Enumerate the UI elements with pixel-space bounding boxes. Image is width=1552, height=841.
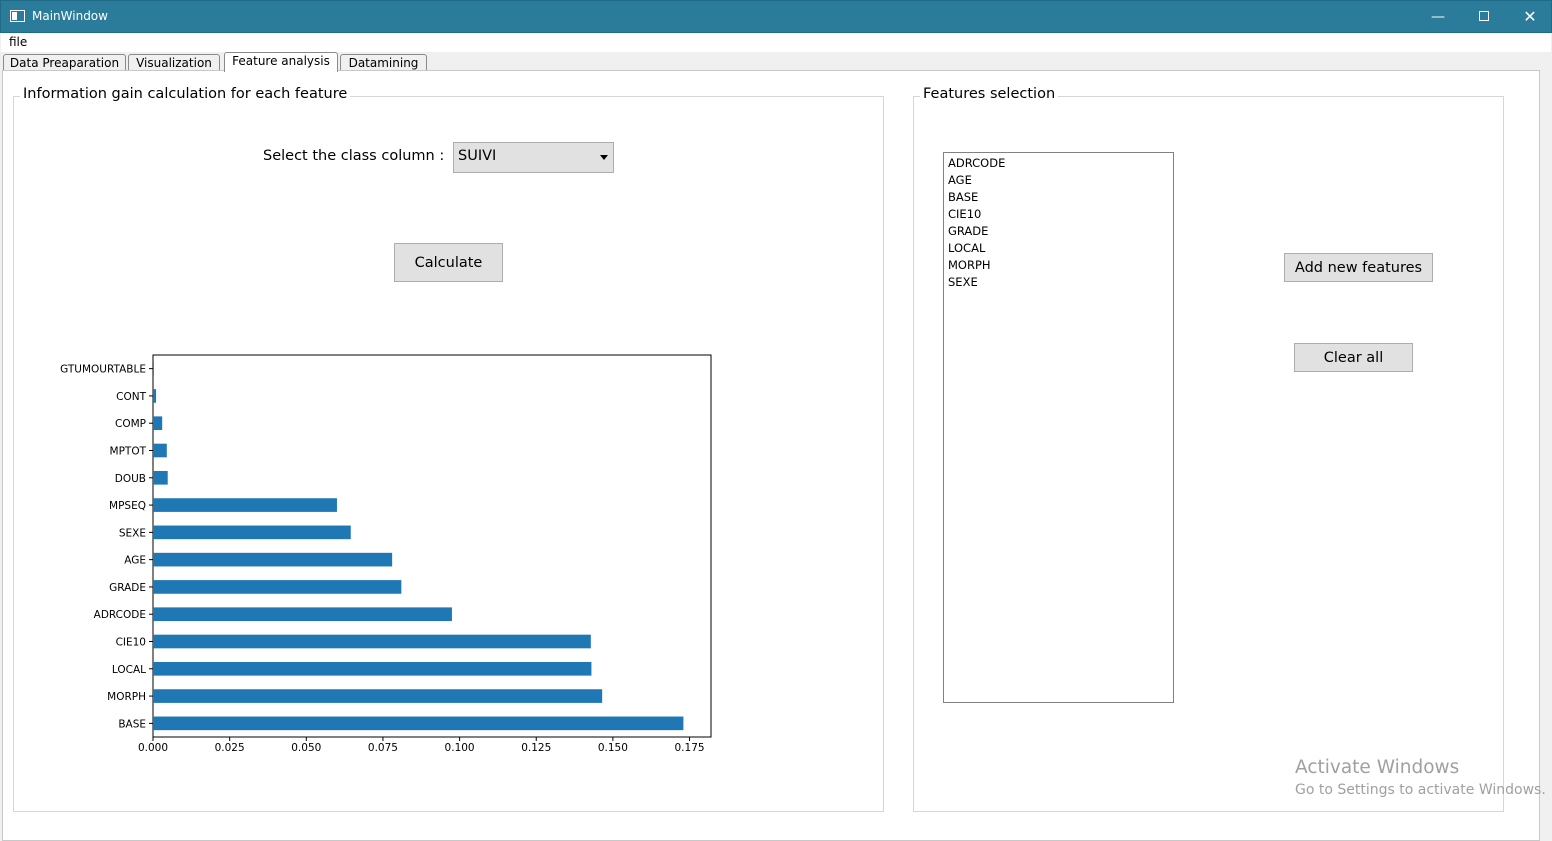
y-tick-label: CONT [116, 391, 146, 403]
maximize-icon [1479, 11, 1489, 21]
minimize-button[interactable]: — [1415, 1, 1461, 33]
features-selection-group-title: Features selection [920, 86, 1059, 102]
y-tick-label: BASE [118, 718, 146, 730]
feature-list-item[interactable]: MORPH [948, 258, 991, 272]
y-tick-label: CIE10 [116, 637, 146, 649]
feature-list-item[interactable]: ADRCODE [948, 156, 1006, 170]
x-tick-label: 0.075 [368, 742, 398, 754]
info-gain-chart: BASE MORPH LOCAL CIE10 ADRCODE GRADE AGE SEXE MP… [60, 354, 712, 754]
y-tick-label: GRADE [109, 582, 146, 594]
x-tick-label: 0.150 [598, 742, 628, 754]
app-window-icon [10, 10, 25, 22]
menu-file[interactable]: file [9, 35, 28, 49]
y-tick-label: DOUB [115, 473, 146, 485]
y-tick-label: MORPH [107, 691, 146, 703]
features-list[interactable]: ADRCODE AGE BASE CIE10 GRADE LOCAL MORPH SEXE [943, 152, 1174, 703]
chevron-down-icon [600, 155, 608, 160]
class-column-value: SUIVI [458, 148, 497, 164]
add-new-features-button[interactable]: Add new features [1284, 253, 1433, 282]
bar-morph [153, 689, 603, 703]
y-tick-label: SEXE [119, 527, 146, 539]
feature-list-item[interactable]: LOCAL [948, 241, 986, 255]
bar-local [153, 661, 592, 676]
tab-feature-analysis[interactable]: Feature analysis [224, 52, 338, 72]
tab-label: Visualization [136, 56, 212, 70]
activate-windows-title: Activate Windows [1295, 757, 1460, 778]
features-selection-group: Features selection [913, 86, 1504, 812]
feature-list-item[interactable]: SEXE [948, 275, 978, 289]
bar-mptot [153, 443, 167, 458]
bar-cont [153, 389, 157, 403]
y-tick-label: GTUMOURTABLE [60, 364, 146, 376]
bar-mpseq [153, 498, 337, 512]
x-tick-label: 0.050 [291, 742, 321, 754]
x-tick-label: 0.175 [675, 742, 705, 754]
calculate-button[interactable]: Calculate [394, 243, 503, 282]
close-button[interactable]: ✕ [1507, 1, 1552, 33]
y-tick-label: AGE [124, 555, 146, 567]
tab-label: Data Preaparation [9, 56, 120, 70]
tab-datamining[interactable]: Datamining [340, 54, 427, 72]
y-tick-label: LOCAL [112, 664, 146, 676]
minimize-icon: — [1431, 9, 1445, 25]
window-title: MainWindow [32, 9, 108, 23]
y-tick-label: MPSEQ [109, 500, 146, 512]
class-column-select[interactable]: SUIVI [453, 142, 614, 173]
feature-list-item[interactable]: AGE [948, 173, 972, 187]
class-column-label: Select the class column : [263, 148, 445, 164]
bar-sexe [153, 525, 351, 540]
maximize-button[interactable] [1461, 1, 1507, 33]
menu-bar: file [1, 33, 1551, 52]
x-tick-label: 0.000 [138, 742, 168, 754]
tab-label: Datamining [348, 56, 419, 70]
bar-adrcode [153, 607, 452, 622]
bar-gtumourtable [153, 361, 154, 376]
tab-bar: Data Preaparation Visualization Feature … [0, 52, 1552, 72]
close-icon: ✕ [1523, 7, 1537, 26]
tab-visualization[interactable]: Visualization [128, 54, 220, 72]
bar-cie10 [153, 634, 591, 649]
y-tick-label: MPTOT [110, 446, 147, 458]
bar-grade [153, 580, 402, 594]
tab-data-preparation[interactable]: Data Preaparation [3, 54, 126, 72]
x-tick-label: 0.125 [521, 742, 551, 754]
feature-list-item[interactable]: BASE [948, 190, 979, 204]
y-tick-label: COMP [115, 418, 146, 430]
bar-doub [153, 470, 168, 485]
features-list-items: ADRCODE AGE BASE CIE10 GRADE LOCAL MORPH SEXE [944, 153, 1173, 291]
x-tick-label: 0.025 [215, 742, 245, 754]
bar-comp [153, 416, 163, 431]
bar-age [153, 552, 393, 567]
y-tick-label: ADRCODE [94, 609, 146, 621]
info-gain-group-title: Information gain calculation for each fe… [20, 86, 351, 102]
x-tick-label: 0.100 [445, 742, 475, 754]
info-gain-group: Information gain calculation for each fe… [13, 86, 884, 812]
chart-plot-area [152, 354, 712, 738]
clear-all-button[interactable]: Clear all [1294, 343, 1413, 372]
title-bar: MainWindow — ✕ [0, 0, 1552, 33]
feature-list-item[interactable]: GRADE [948, 224, 989, 238]
bar-base [153, 716, 684, 731]
tab-label: Feature analysis [232, 54, 330, 68]
window-edge [1540, 70, 1552, 841]
feature-list-item[interactable]: CIE10 [948, 207, 982, 221]
activate-windows-subtitle: Go to Settings to activate Windows. [1295, 782, 1546, 798]
